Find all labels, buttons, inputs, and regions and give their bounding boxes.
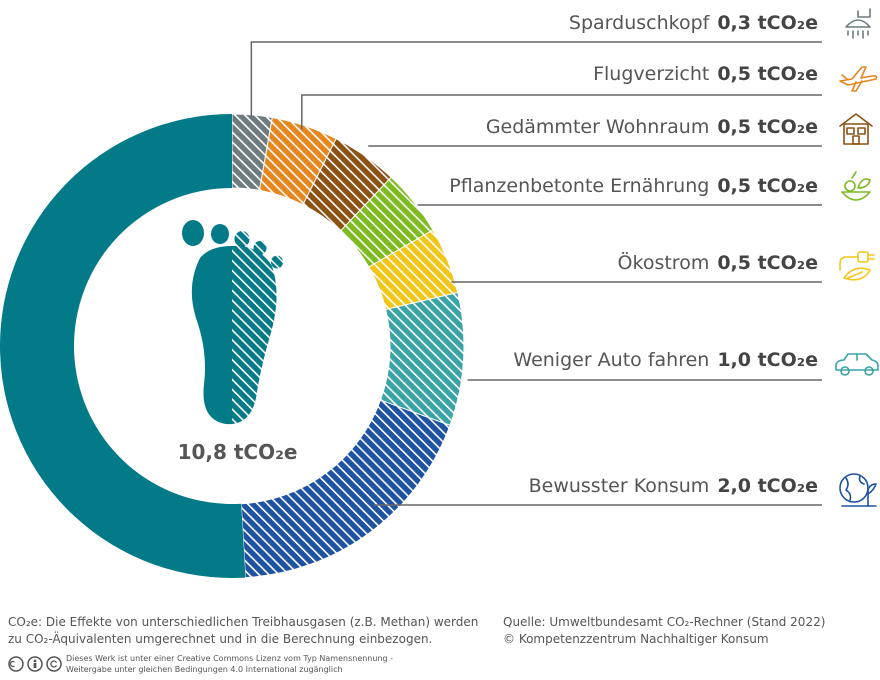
leader-line xyxy=(301,94,822,130)
legend-label-0: Sparduschkopf 0,3 tCO₂e xyxy=(569,12,818,34)
total-value: 10,8 tCO₂e xyxy=(177,440,298,464)
slice-bewusster-konsum xyxy=(240,399,451,579)
source-line-1: Quelle: Umweltbundesamt CO₂-Rechner (Sta… xyxy=(503,615,826,629)
globe-plant-icon xyxy=(839,473,877,507)
legend-value: 0,3 tCO₂e xyxy=(717,12,818,34)
legend-name: Sparduschkopf xyxy=(568,12,710,34)
leader-line xyxy=(250,41,822,119)
legend-label-6: Bewusster Konsum 2,0 tCO₂e xyxy=(529,475,818,497)
shower-head-icon xyxy=(845,8,871,39)
license-note: Dieses Werk ist unter einer Creative Com… xyxy=(66,653,393,675)
footnote-line-1: CO₂e: Die Effekte von unterschiedlichen … xyxy=(8,615,479,629)
source-note: Quelle: Umweltbundesamt CO₂-Rechner (Sta… xyxy=(503,614,825,648)
license-line-2: Weitergabe unter gleichen Bedingungen 4.… xyxy=(66,665,343,674)
legend-label-4: Ökostrom 0,5 tCO₂e xyxy=(618,252,818,274)
car-icon xyxy=(835,353,879,376)
legend-name: Ökostrom xyxy=(617,252,710,274)
legend-label-5: Weniger Auto fahren 1,0 tCO₂e xyxy=(513,349,818,371)
legend-value: 2,0 tCO₂e xyxy=(717,475,818,497)
legend-name: Bewusster Konsum xyxy=(528,475,710,497)
legend-name: Gedämmter Wohnraum xyxy=(485,116,710,138)
legend-label-2: Gedämmter Wohnraum 0,5 tCO₂e xyxy=(486,116,818,138)
green-plug-icon xyxy=(839,251,875,281)
legend-label-3: Pflanzenbetonte Ernährung 0,5 tCO₂e xyxy=(449,175,818,197)
house-icon xyxy=(839,113,873,145)
source-line-2: © Kompetenzzentrum Nachhaltiger Konsum xyxy=(503,632,769,646)
legend-name: Weniger Auto fahren xyxy=(513,349,710,371)
legend-value: 0,5 tCO₂e xyxy=(717,63,818,85)
legend-value: 1,0 tCO₂e xyxy=(717,349,818,371)
footnote-line-2: zu CO₂-Äquivalenten umgerechnet und in d… xyxy=(8,632,433,646)
license-line-1: Dieses Werk ist unter einer Creative Com… xyxy=(66,654,394,663)
legend-name: Pflanzenbetonte Ernährung xyxy=(449,175,710,197)
legend-value: 0,5 tCO₂e xyxy=(717,252,818,274)
legend-value: 0,5 tCO₂e xyxy=(717,175,818,197)
slice-remaining-footprint xyxy=(0,114,246,578)
vegetables-icon xyxy=(841,171,871,201)
creative-commons-logo xyxy=(8,656,62,672)
legend-value: 0,5 tCO₂e xyxy=(717,116,818,138)
legend-label-1: Flugverzicht 0,5 tCO₂e xyxy=(593,63,818,85)
legend-name: Flugverzicht xyxy=(593,63,710,85)
footprint-icon xyxy=(182,220,283,425)
co2e-footnote: CO₂e: Die Effekte von unterschiedlichen … xyxy=(8,614,478,648)
donut-chart xyxy=(0,41,822,579)
airplane-icon xyxy=(839,66,878,92)
